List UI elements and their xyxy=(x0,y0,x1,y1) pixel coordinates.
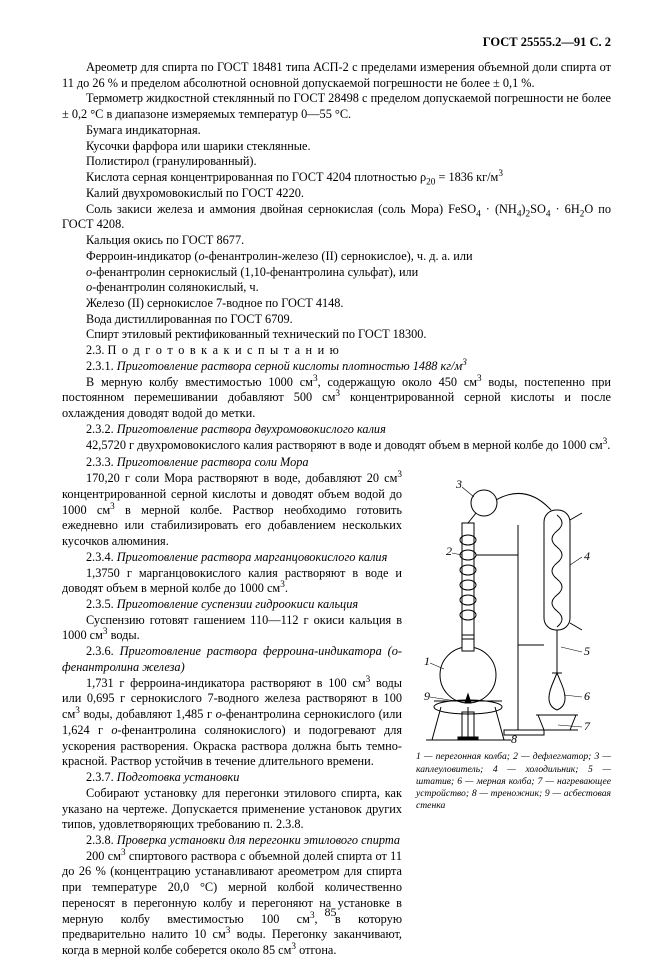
para: Суспензию готовят гашением 110—112 г оки… xyxy=(62,613,402,644)
fig-label: 8 xyxy=(511,732,517,745)
para: Бумага индикаторная. xyxy=(62,123,611,139)
text: SO xyxy=(530,202,546,216)
text: -фенантролин-железо (II) сернокислое), ч… xyxy=(205,249,473,263)
para: Кальция окись по ГОСТ 8677. xyxy=(62,233,611,249)
text: Кислота серная концентрированная по ГОСТ… xyxy=(86,170,426,184)
section-num: 2.3.4. xyxy=(86,550,117,564)
subscript: 20 xyxy=(426,177,435,187)
section-num: 2.3.1. xyxy=(86,359,117,373)
section-title: П о д г о т о в к а к и с п ы т а н и ю xyxy=(108,343,340,357)
text: Ферроин-индикатор ( xyxy=(86,249,198,263)
para: Железо (II) сернокислое 7-водное по ГОСТ… xyxy=(62,296,611,312)
fig-label: 5 xyxy=(584,644,590,658)
fig-label: 1 xyxy=(424,654,430,668)
section-2-3-2: 2.3.2. Приготовление раствора двухромово… xyxy=(62,422,611,438)
text: = 1836 кг/м xyxy=(435,170,498,184)
page-number: 85 xyxy=(0,905,661,920)
text: 1,731 г ферроина-индикатора растворяют в… xyxy=(86,676,366,690)
section-title: Приготовление раствора марганцовокислого… xyxy=(117,550,388,564)
fig-label: 6 xyxy=(584,689,590,703)
section-2-3-4: 2.3.4. Приготовление раствора марганцово… xyxy=(62,550,402,566)
apparatus-diagram-icon: 1 2 3 4 5 6 7 8 9 xyxy=(416,455,611,745)
text: · (NH xyxy=(481,202,517,216)
section-title: Проверка установки для перегонки этилово… xyxy=(117,833,400,847)
doc-header: ГОСТ 25555.2—91 С. 2 xyxy=(62,34,611,50)
section-2-3-5: 2.3.5. Приготовление суспензии гидроокис… xyxy=(62,597,402,613)
para: В мерную колбу вместимостью 1000 см3, со… xyxy=(62,375,611,422)
para: 1,3750 г марганцовокислого калия раствор… xyxy=(62,566,402,597)
fig-label: 3 xyxy=(455,477,462,491)
para: Собирают установку для перегонки этилово… xyxy=(62,786,402,833)
section-title: Подготовка установки xyxy=(117,770,240,784)
superscript: 3 xyxy=(603,436,608,446)
section-2-3: 2.3. П о д г о т о в к а к и с п ы т а н… xyxy=(62,343,611,359)
left-column: 2.3.3. Приготовление раствора соли Мора … xyxy=(62,455,402,959)
fig-label: 7 xyxy=(584,719,591,733)
para: Спирт этиловый ректификованный техническ… xyxy=(62,327,611,343)
distillation-figure: 1 2 3 4 5 6 7 8 9 xyxy=(416,455,611,745)
section-num: 2.3. xyxy=(86,343,108,357)
superscript: 3 xyxy=(498,168,503,178)
text: -фенантролин сернокислый (1,10-фенантрол… xyxy=(92,265,418,279)
text: отгона. xyxy=(296,943,336,957)
section-num: 2.3.8. xyxy=(86,833,117,847)
right-column: 1 2 3 4 5 6 7 8 9 xyxy=(416,455,611,959)
section-2-3-8: 2.3.8. Проверка установки для перегонки … xyxy=(62,833,402,849)
two-column-region: 2.3.3. Приготовление раствора соли Мора … xyxy=(62,455,611,959)
section-2-3-7: 2.3.7. Подготовка установки xyxy=(62,770,402,786)
text: , содержащую около 450 см xyxy=(318,375,477,389)
section-title: Приготовление раствора соли Мора xyxy=(117,455,309,469)
section-num: 2.3.3. xyxy=(86,455,117,469)
text: воды. xyxy=(108,628,140,642)
para: Термометр жидкостной стеклянный по ГОСТ … xyxy=(62,91,611,122)
section-2-3-6: 2.3.6. Приготовление раствора ферроина-и… xyxy=(62,644,402,675)
figure-caption: 1 — перегонная колба; 2 — дефлегматор; 3… xyxy=(416,751,611,812)
para: Полистирол (гранулированный). xyxy=(62,154,611,170)
text: · 6H xyxy=(550,202,579,216)
section-title: Приготовление раствора серной кислоты пл… xyxy=(117,359,463,373)
fig-label: 9 xyxy=(424,689,430,703)
text: 1,3750 г марганцовокислого калия раствор… xyxy=(62,566,402,596)
section-2-3-3: 2.3.3. Приготовление раствора соли Мора xyxy=(62,455,402,471)
section-num: 2.3.7. xyxy=(86,770,117,784)
fig-label: 4 xyxy=(584,549,590,563)
superscript: 3 xyxy=(462,357,467,367)
para: Вода дистиллированная по ГОСТ 6709. xyxy=(62,312,611,328)
text: -фенантролин солянокислый, ч. xyxy=(92,280,259,294)
section-num: 2.3.5. xyxy=(86,597,117,611)
section-title: Приготовление суспензии гидроокиси кальц… xyxy=(117,597,358,611)
text: Соль закиси железа и аммония двойная сер… xyxy=(86,202,476,216)
para: Ферроин-индикатор (о-фенантролин-железо … xyxy=(62,249,611,265)
section-title: Приготовление раствора двухромовокислого… xyxy=(117,422,386,436)
text: 170,20 г соли Мора растворяют в воде, до… xyxy=(86,471,397,485)
para: 170,20 г соли Мора растворяют в воде, до… xyxy=(62,471,402,550)
text: воды, добавляют 1,485 г xyxy=(80,707,216,721)
para: Кислота серная концентрированная по ГОСТ… xyxy=(62,170,611,186)
fig-label: 2 xyxy=(446,544,452,558)
section-num: 2.3.6. xyxy=(86,644,120,658)
para: 1,731 г ферроина-индикатора растворяют в… xyxy=(62,676,402,770)
text: В мерную колбу вместимостью 1000 см xyxy=(86,375,313,389)
para: о-фенантролин солянокислый, ч. xyxy=(62,280,611,296)
section-num: 2.3.2. xyxy=(86,422,117,436)
text: 200 см xyxy=(86,849,121,863)
para: 42,5720 г двухромовокислого калия раство… xyxy=(62,438,611,454)
superscript: 3 xyxy=(397,469,402,479)
section-2-3-1: 2.3.1. Приготовление раствора серной кис… xyxy=(62,359,611,375)
para: Ареометр для спирта по ГОСТ 18481 типа А… xyxy=(62,60,611,91)
para: Соль закиси железа и аммония двойная сер… xyxy=(62,202,611,233)
page: ГОСТ 25555.2—91 С. 2 Ареометр для спирта… xyxy=(0,0,661,936)
superscript: 3 xyxy=(280,579,285,589)
para: Калий двухромовокислый по ГОСТ 4220. xyxy=(62,186,611,202)
para: о-фенантролин сернокислый (1,10-фенантро… xyxy=(62,265,611,281)
para: Кусочки фарфора или шарики стеклянные. xyxy=(62,139,611,155)
text: 42,5720 г двухромовокислого калия раство… xyxy=(86,438,603,452)
